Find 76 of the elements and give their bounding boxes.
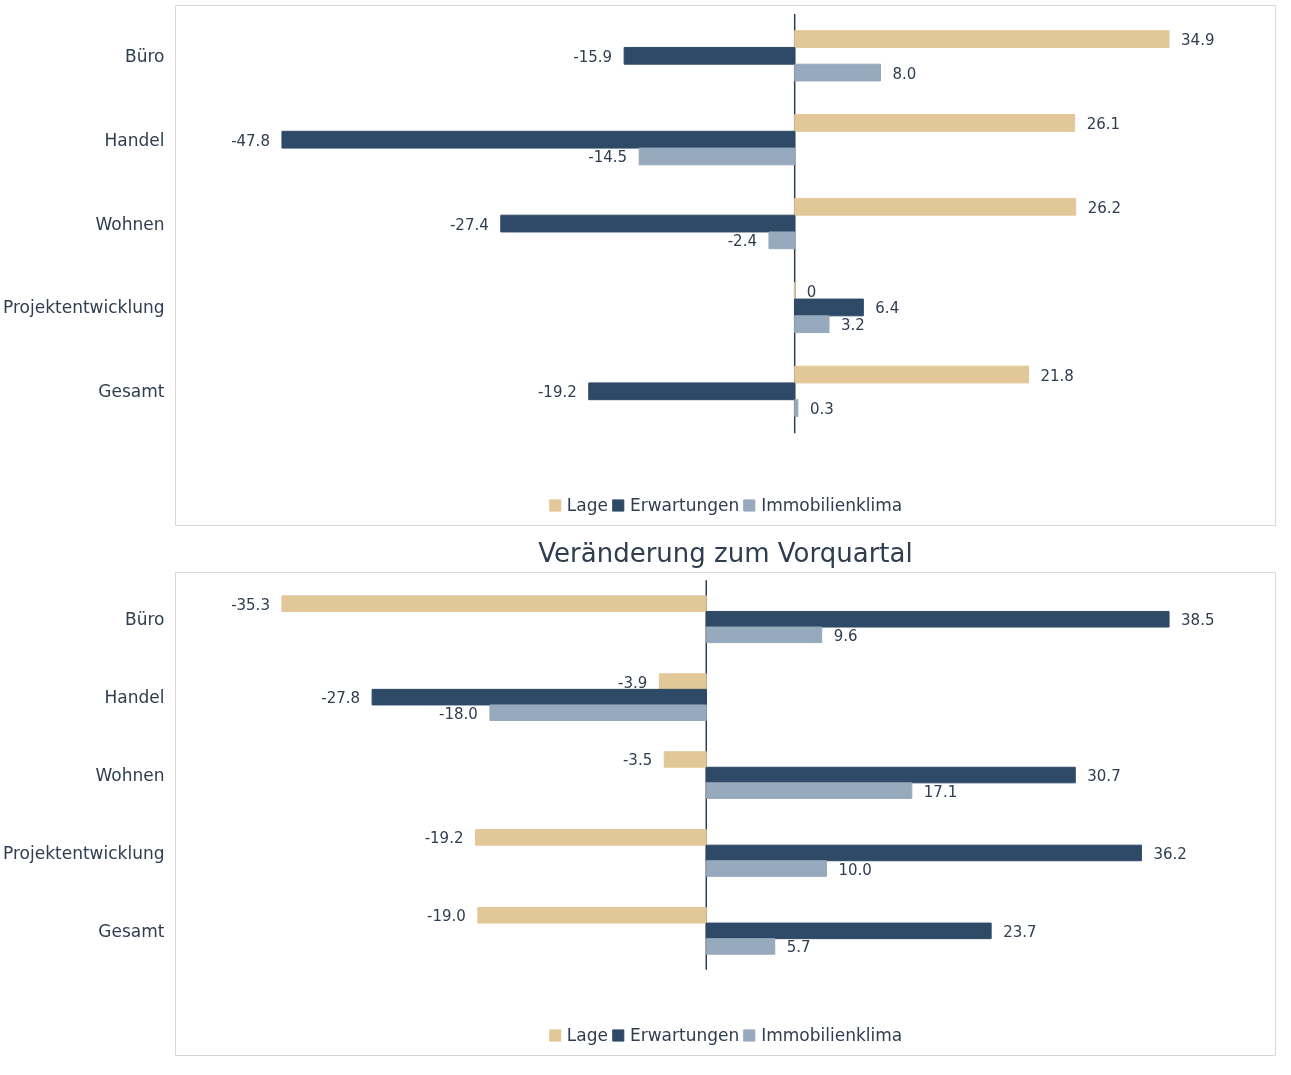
data-label: 38.5: [1181, 611, 1215, 630]
bar: [794, 63, 881, 82]
data-label: -27.8: [321, 689, 361, 708]
bar: [794, 315, 830, 334]
y-tick-label: Büro: [125, 45, 165, 66]
data-label: -19.2: [424, 829, 464, 848]
y-tick-label: Wohnen: [95, 765, 165, 786]
y-tick-label: Wohnen: [95, 213, 165, 234]
bar: [623, 46, 796, 65]
bar: [794, 114, 1076, 132]
bar: [658, 673, 707, 690]
data-label: 6.4: [875, 299, 900, 318]
data-label: 23.7: [1003, 922, 1037, 941]
data-label: -19.0: [427, 907, 466, 926]
bar: [794, 298, 864, 317]
bar: [663, 751, 707, 768]
data-label: -35.3: [231, 595, 270, 614]
y-tick-label: Gesamt: [98, 381, 165, 402]
bar: [705, 626, 823, 644]
legend-label: Immobilienklima: [761, 495, 903, 515]
bar: [500, 214, 796, 233]
data-label: 17.1: [923, 782, 958, 801]
bar: [281, 595, 707, 612]
data-label: -3.5: [622, 751, 653, 770]
chart-title: Veränderung zum Vorquartal: [538, 537, 913, 568]
y-tick-label: Projektentwicklung: [3, 297, 165, 318]
data-label: 3.2: [841, 316, 865, 335]
data-label: 5.7: [786, 938, 811, 957]
data-label: 30.7: [1087, 767, 1121, 786]
legend-label: Erwartungen: [629, 1025, 740, 1045]
y-tick-label: Projektentwicklung: [3, 842, 165, 863]
legend-label: Immobilienklima: [761, 1025, 903, 1045]
data-label: 26.2: [1087, 198, 1122, 217]
legend-label: Erwartungen: [629, 495, 740, 515]
bar: [474, 829, 707, 846]
data-label: -15.9: [573, 47, 613, 66]
bar: [705, 938, 776, 955]
y-tick-label: Büro: [125, 609, 165, 630]
bar: [281, 130, 796, 149]
data-label: 9.6: [833, 626, 858, 645]
bar: [794, 399, 799, 417]
bar: [794, 197, 1077, 216]
bar: [705, 860, 827, 877]
data-label: -19.2: [537, 383, 577, 402]
y-tick-label: Handel: [104, 129, 165, 150]
bar: [794, 30, 1170, 48]
bar: [768, 231, 796, 250]
bar: [705, 844, 1142, 862]
bar: [705, 610, 1170, 628]
bar: [477, 906, 707, 924]
data-label: 0.3: [809, 400, 834, 419]
bar: [705, 782, 913, 799]
bar: [371, 688, 707, 706]
data-label: -3.9: [618, 673, 648, 692]
bar: [638, 147, 796, 166]
data-label: 10.0: [838, 860, 872, 879]
bar: [588, 382, 796, 401]
bar: [705, 922, 992, 940]
data-label: -27.4: [449, 215, 489, 234]
legend-label: Lage: [566, 495, 608, 515]
data-label: -2.4: [727, 232, 757, 251]
data-label: -18.0: [439, 704, 478, 723]
data-label: 21.8: [1040, 366, 1074, 385]
legend-label: Lage: [566, 1025, 608, 1045]
bar: [489, 704, 707, 722]
data-label: -47.8: [231, 131, 270, 150]
y-tick-label: Gesamt: [98, 920, 165, 941]
data-label: 36.2: [1153, 844, 1187, 863]
data-label: 34.9: [1181, 31, 1215, 50]
data-label: 8.0: [892, 64, 917, 83]
data-label: -14.5: [588, 148, 628, 167]
data-label: 0: [806, 282, 817, 301]
data-label: 26.1: [1086, 114, 1121, 133]
bar: [705, 766, 1076, 784]
y-tick-label: Handel: [104, 687, 165, 708]
bar: [794, 365, 1030, 384]
